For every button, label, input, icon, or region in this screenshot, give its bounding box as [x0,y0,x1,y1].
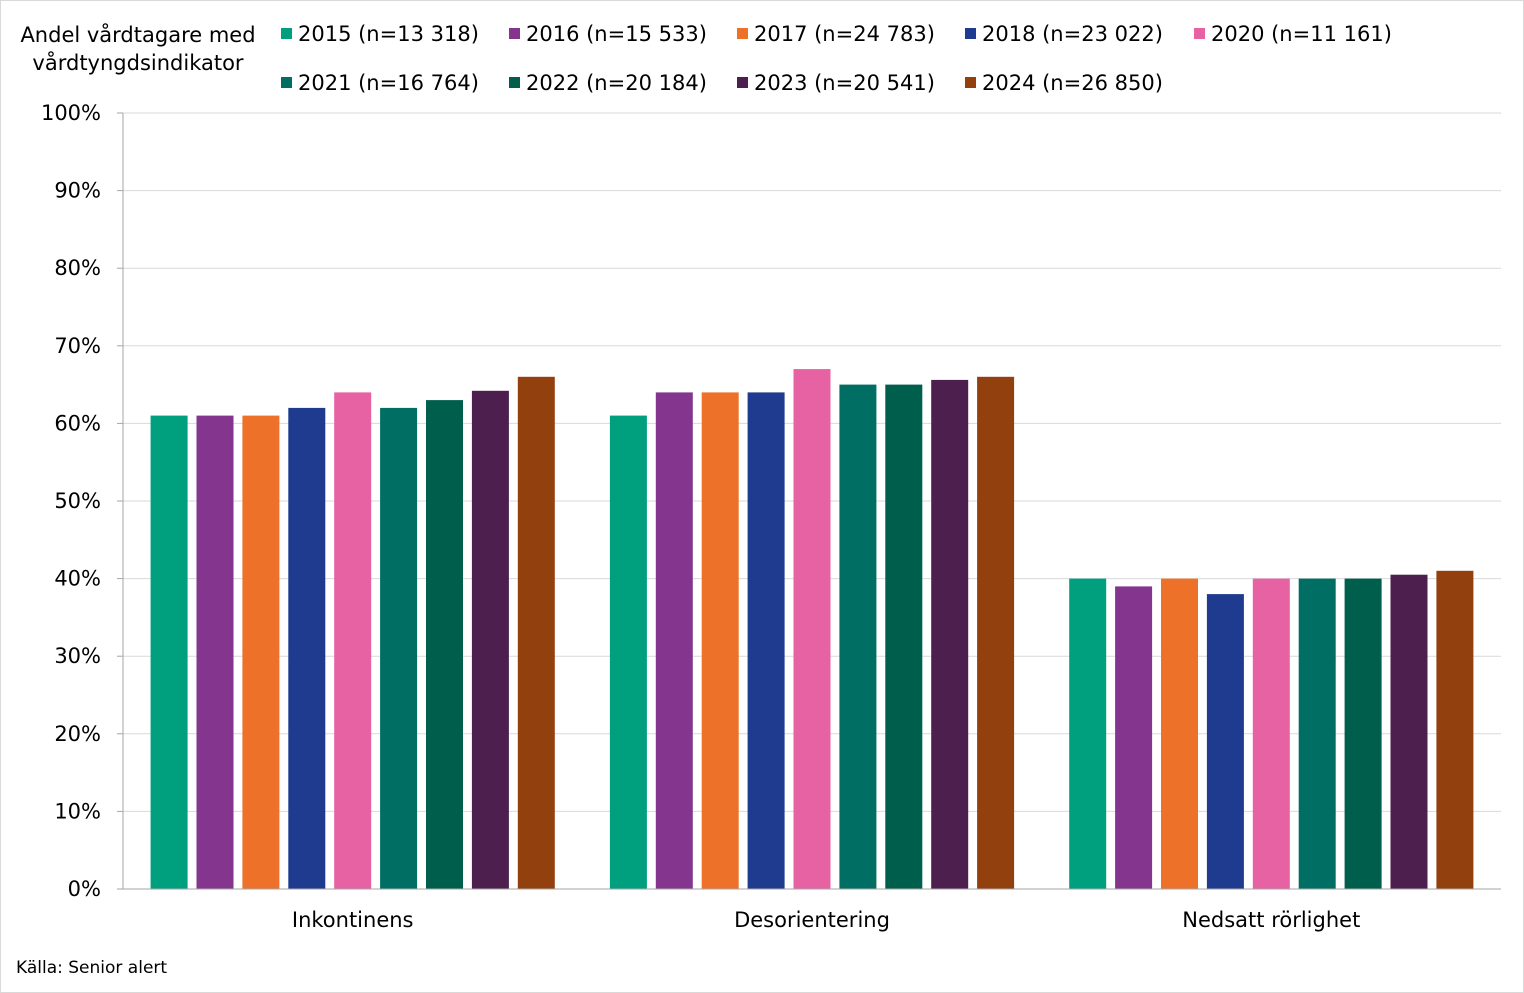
y-tick-label: 20% [54,722,101,746]
legend-label: 2016 (n=15 533) [526,22,707,46]
y-tick-label: 0% [68,877,101,901]
legend-label: 2022 (n=20 184) [526,71,707,95]
y-tick-label: 70% [54,334,101,358]
x-tick-label: Desorientering [734,908,890,932]
y-tick-label: 100% [41,101,101,125]
x-axis-labels: Inkontinens Desorientering Nedsatt rörligh… [292,908,1360,932]
bar [839,384,877,889]
y-tick-label: 50% [54,489,101,513]
bar [1436,570,1474,889]
legend-item: 2023 (n=20 541) [737,69,935,97]
axes [122,113,1501,890]
legend-item: 2015 (n=13 318) [281,20,479,48]
bar [655,392,693,889]
legend-swatch [965,77,976,88]
y-axis-title: Andel vårdtagare med vårdtyngdsindikator [20,23,256,75]
legend-item: 2020 (n=11 161) [1194,20,1392,48]
bar [150,415,188,889]
bar [1206,594,1244,889]
legend-label: 2021 (n=16 764) [298,71,479,95]
legend-swatch [737,28,748,39]
bar [471,390,509,889]
y-tick-label: 10% [54,799,101,823]
y-axis-ticks: 0% 10% 20% 30% 40% 50% 60% 70% 80% 90% 100% [41,101,101,901]
bar [609,415,647,889]
x-tick-label: Inkontinens [292,908,414,932]
y-tick-label: 30% [54,644,101,668]
legend-item: 2017 (n=24 783) [737,20,935,48]
bar [380,407,418,889]
y-tick-label: 80% [54,256,101,280]
legend-item: 2022 (n=20 184) [509,69,707,97]
legend-label: 2023 (n=20 541) [754,71,935,95]
legend-label: 2024 (n=26 850) [982,71,1163,95]
bar [1161,578,1198,889]
bar [334,392,372,889]
bar [196,415,234,889]
legend-label: 2020 (n=11 161) [1211,22,1392,46]
legend-swatch [737,77,748,88]
bar [1390,574,1428,889]
bars [150,369,1474,890]
legend-label: 2018 (n=23 022) [982,22,1163,46]
legend-label: 2015 (n=13 318) [298,22,479,46]
legend-item: 2016 (n=15 533) [509,20,707,48]
bar [885,384,923,889]
bar [701,392,739,889]
bar [793,369,831,890]
legend-swatch [281,77,292,88]
source-note: Källa: Senior alert [16,958,168,978]
legend-swatch [965,28,976,39]
y-tick-label: 40% [54,567,101,591]
bar [426,400,463,889]
legend-swatch [509,77,520,88]
legend-swatch [1194,28,1205,39]
bar [1344,578,1382,889]
y-tick-label: 90% [54,179,101,203]
legend-label: 2017 (n=24 783) [754,22,935,46]
bar [1069,578,1107,889]
bar [1252,578,1290,889]
legend-item: 2018 (n=23 022) [965,20,1163,48]
bar [977,376,1015,889]
bar [1298,578,1336,889]
bar [931,379,969,889]
legend-swatch [509,28,520,39]
legend-item: 2021 (n=16 764) [281,69,479,97]
bar [288,407,326,889]
bar [517,376,555,889]
legend-item: 2024 (n=26 850) [965,69,1163,97]
x-tick-label: Nedsatt rörlighet [1182,908,1360,932]
legend-swatch [281,28,292,39]
bar [1115,586,1153,889]
bar [747,392,785,889]
y-tick-label: 60% [54,411,101,435]
bar [242,415,280,889]
